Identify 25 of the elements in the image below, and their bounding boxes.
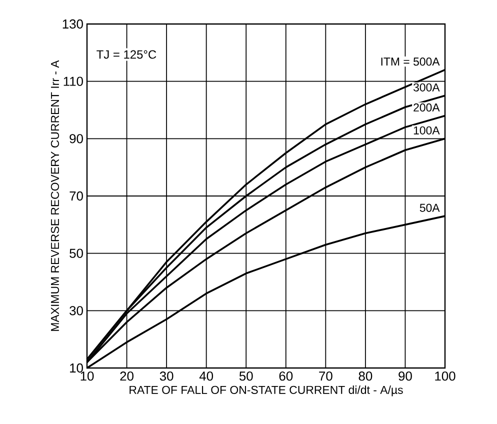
x-tick-label: 80 (358, 372, 372, 381)
x-tick-label: 10 (80, 372, 94, 381)
y-tick-label: 70 (70, 191, 83, 201)
y-tick-label: 110 (64, 76, 83, 86)
x-tick-label: 40 (199, 372, 214, 381)
x-tick-label: 30 (160, 372, 174, 381)
series-label: ITM = 500A (381, 58, 440, 66)
y-tick-label: 10 (70, 363, 83, 373)
y-axis-title: MAXIMUM REVERSE RECOVERY CURRENT Irr - A (50, 60, 60, 331)
annotation: TJ = 125°C (96, 50, 156, 59)
x-tick-label: 60 (279, 372, 293, 381)
series-label: 50A (420, 204, 440, 212)
y-tick-label: 130 (62, 19, 83, 29)
x-tick-label: 100 (435, 372, 456, 381)
y-tick-label: 90 (70, 134, 83, 144)
y-tick-label: 30 (70, 306, 83, 316)
x-axis-title: RATE OF FALL OF ON-STATE CURRENT di/dt - A/µs (130, 386, 403, 396)
x-tick-label: 90 (398, 372, 412, 381)
x-tick-label: 70 (319, 372, 332, 381)
x-tick-label: 20 (120, 372, 134, 381)
series-label: 200A (414, 103, 440, 112)
series-label: 300A (413, 83, 440, 92)
y-tick-label: 50 (70, 248, 83, 258)
x-tick-label: 50 (239, 372, 253, 381)
series-label: 100A (414, 126, 440, 134)
